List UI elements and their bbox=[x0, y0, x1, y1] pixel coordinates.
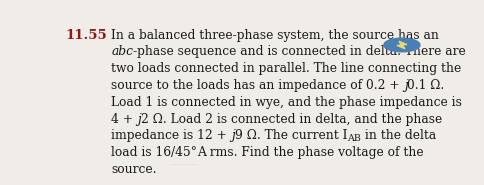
Text: -phase sequence and is connected in delta. There are: -phase sequence and is connected in delt… bbox=[133, 46, 465, 58]
Text: 4 +: 4 + bbox=[111, 113, 137, 126]
Text: j: j bbox=[230, 130, 234, 142]
Text: impedance is 12 +: impedance is 12 + bbox=[111, 130, 230, 142]
Text: source.: source. bbox=[111, 163, 156, 176]
Text: two loads connected in parallel. The line connecting the: two loads connected in parallel. The lin… bbox=[111, 62, 461, 75]
Text: j: j bbox=[403, 79, 407, 92]
Text: source to the loads has an impedance of 0.2 +: source to the loads has an impedance of … bbox=[111, 79, 403, 92]
Text: load is 16: load is 16 bbox=[111, 146, 171, 159]
Text: Load 1 is connected in wye, and the phase impedance is: Load 1 is connected in wye, and the phas… bbox=[111, 96, 461, 109]
Text: In a balanced three-phase system, the source has an: In a balanced three-phase system, the so… bbox=[111, 29, 439, 42]
Text: 0.1 Ω.: 0.1 Ω. bbox=[407, 79, 444, 92]
Polygon shape bbox=[396, 41, 406, 49]
Text: j: j bbox=[137, 113, 140, 126]
Text: 9 Ω. The current I: 9 Ω. The current I bbox=[234, 130, 347, 142]
Text: /45°: /45° bbox=[171, 146, 197, 159]
Text: abc: abc bbox=[111, 46, 133, 58]
Text: 2 Ω. Load 2 is connected in delta, and the phase: 2 Ω. Load 2 is connected in delta, and t… bbox=[140, 113, 441, 126]
Text: AB: AB bbox=[347, 134, 361, 143]
Text: 11.55: 11.55 bbox=[65, 29, 106, 42]
Text: A rms. Find the phase voltage of the: A rms. Find the phase voltage of the bbox=[197, 146, 423, 159]
Circle shape bbox=[383, 38, 419, 52]
Text: in the delta: in the delta bbox=[361, 130, 436, 142]
